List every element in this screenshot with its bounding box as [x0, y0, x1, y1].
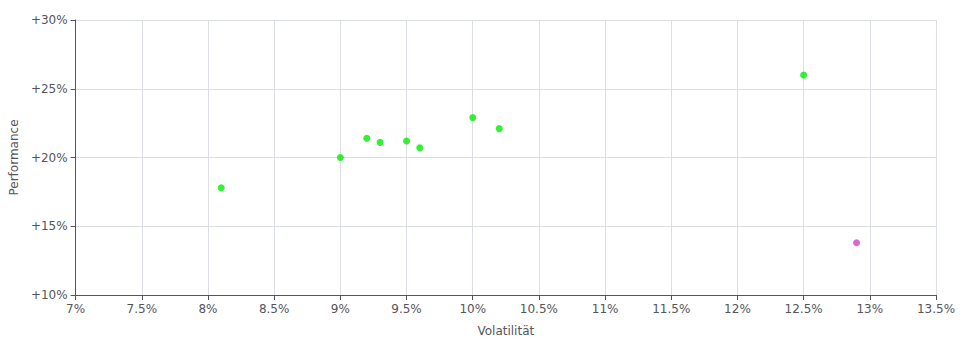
svg-text:8%: 8%	[198, 302, 217, 316]
svg-text:11.5%: 11.5%	[652, 302, 690, 316]
svg-text:13.5%: 13.5%	[917, 302, 955, 316]
svg-text:12%: 12%	[724, 302, 751, 316]
svg-text:+30%: +30%	[31, 13, 68, 27]
svg-text:7%: 7%	[66, 302, 85, 316]
svg-text:10.5%: 10.5%	[520, 302, 558, 316]
svg-text:11%: 11%	[592, 302, 619, 316]
svg-text:7.5%: 7.5%	[127, 302, 158, 316]
svg-text:Performance: Performance	[7, 119, 21, 195]
svg-text:+15%: +15%	[31, 219, 68, 233]
svg-text:+25%: +25%	[31, 82, 68, 96]
svg-text:9.5%: 9.5%	[391, 302, 422, 316]
svg-text:9%: 9%	[331, 302, 350, 316]
svg-text:+20%: +20%	[31, 151, 68, 165]
svg-text:+10%: +10%	[31, 288, 68, 302]
svg-text:10%: 10%	[459, 302, 486, 316]
svg-text:12.5%: 12.5%	[785, 302, 823, 316]
svg-text:8.5%: 8.5%	[259, 302, 290, 316]
svg-text:13%: 13%	[856, 302, 883, 316]
svg-text:Volatilität: Volatilität	[477, 324, 534, 338]
